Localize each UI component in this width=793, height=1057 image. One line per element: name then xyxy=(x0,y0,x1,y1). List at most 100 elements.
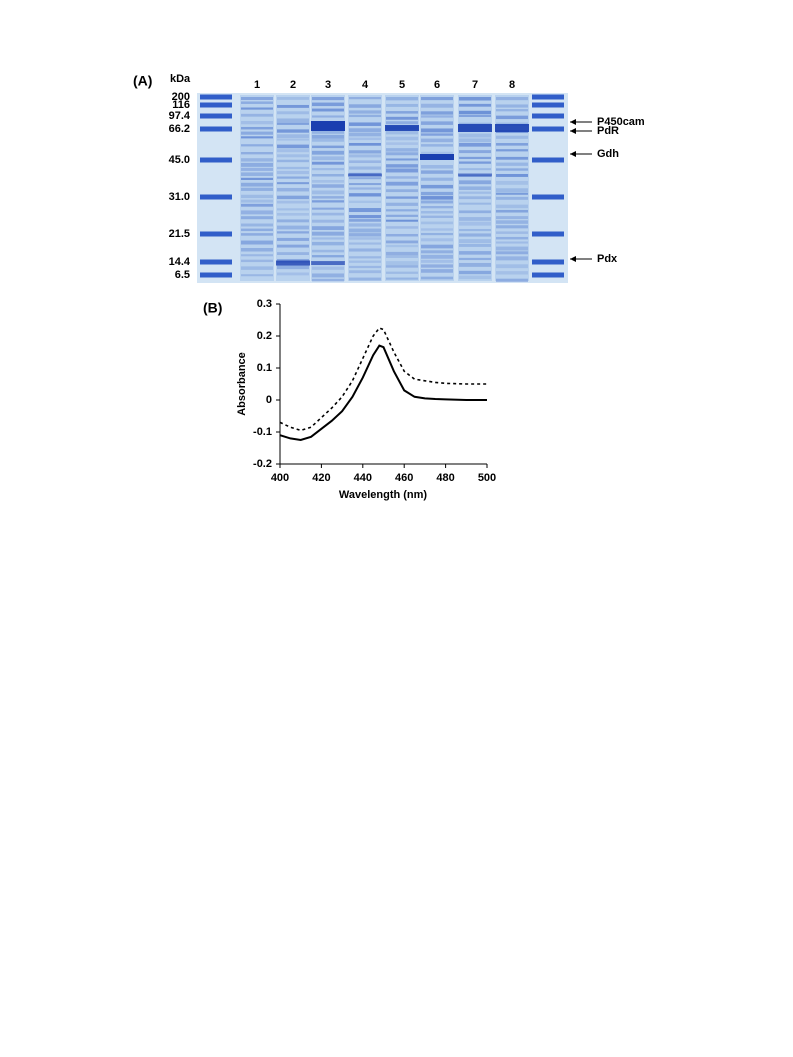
band xyxy=(459,168,491,171)
marker-band xyxy=(200,126,232,132)
lane-label: 8 xyxy=(509,79,515,91)
marker-band xyxy=(532,157,564,163)
band xyxy=(349,166,381,170)
band xyxy=(312,145,344,149)
band xyxy=(349,177,381,180)
band xyxy=(277,159,309,163)
band xyxy=(277,149,309,153)
band xyxy=(312,180,344,183)
band xyxy=(421,196,453,200)
band xyxy=(277,237,309,241)
band xyxy=(241,266,273,270)
strong-band xyxy=(348,173,382,177)
band xyxy=(312,102,344,107)
y-tick-label: -0.1 xyxy=(253,426,272,438)
band xyxy=(386,176,418,179)
band xyxy=(349,270,381,274)
band xyxy=(496,109,528,112)
band xyxy=(312,173,344,177)
band xyxy=(459,161,491,164)
y-tick-label: 0 xyxy=(266,394,272,406)
band xyxy=(459,210,491,214)
band xyxy=(312,278,344,282)
band xyxy=(312,115,344,118)
band xyxy=(312,226,344,230)
band xyxy=(277,219,309,223)
band-label: PdR xyxy=(597,125,619,137)
band xyxy=(386,244,418,248)
marker-label: 6.5 xyxy=(175,269,190,281)
band xyxy=(386,251,418,256)
band xyxy=(241,101,273,104)
band xyxy=(496,135,528,139)
strong-band xyxy=(311,121,345,131)
lane-label: 3 xyxy=(325,79,331,91)
band xyxy=(241,136,273,139)
band xyxy=(349,237,381,240)
band xyxy=(421,200,453,204)
band xyxy=(277,200,309,204)
band xyxy=(496,188,528,193)
band xyxy=(421,244,453,249)
marker-label: 66.2 xyxy=(169,123,190,135)
marker-band xyxy=(532,94,564,100)
band xyxy=(386,148,418,152)
band xyxy=(277,213,309,216)
band xyxy=(386,271,418,274)
band xyxy=(496,192,528,195)
band xyxy=(349,183,381,186)
band xyxy=(349,219,381,222)
band xyxy=(459,142,491,147)
band xyxy=(386,202,418,206)
band xyxy=(421,97,453,101)
band xyxy=(349,265,381,269)
band xyxy=(386,97,418,101)
band xyxy=(421,144,453,147)
strong-band xyxy=(276,260,310,266)
marker-band xyxy=(200,113,232,119)
band xyxy=(241,240,273,245)
y-tick-label: 0.1 xyxy=(257,362,272,374)
band xyxy=(496,251,528,255)
marker-band xyxy=(200,157,232,163)
band-label: Gdh xyxy=(597,148,619,160)
marker-band xyxy=(200,272,232,278)
band xyxy=(312,161,344,165)
band xyxy=(386,189,418,193)
band xyxy=(421,206,453,209)
band xyxy=(459,110,491,115)
band xyxy=(241,203,273,207)
band xyxy=(496,180,528,185)
band xyxy=(386,265,418,268)
band xyxy=(277,138,309,141)
band xyxy=(421,276,453,280)
band xyxy=(241,177,273,180)
band xyxy=(421,264,453,268)
band xyxy=(459,156,491,160)
band xyxy=(241,107,273,110)
band xyxy=(349,260,381,263)
arrow-head xyxy=(570,256,576,262)
marker-label: 97.4 xyxy=(169,110,191,122)
band xyxy=(459,202,491,205)
marker-band xyxy=(532,102,564,108)
band xyxy=(349,223,381,227)
band xyxy=(349,208,381,213)
band xyxy=(421,133,453,136)
lane xyxy=(276,95,310,281)
band xyxy=(312,150,344,155)
band xyxy=(496,246,528,251)
band xyxy=(386,116,418,120)
band xyxy=(386,152,418,156)
band-label: Pdx xyxy=(597,253,618,265)
band xyxy=(349,193,381,197)
band xyxy=(496,231,528,234)
band xyxy=(312,212,344,216)
marker-band xyxy=(200,231,232,237)
band xyxy=(241,223,273,227)
lane-label: 4 xyxy=(362,79,369,91)
band xyxy=(459,217,491,221)
band xyxy=(349,228,381,233)
band xyxy=(386,240,418,244)
y-tick-label: -0.2 xyxy=(253,458,272,470)
